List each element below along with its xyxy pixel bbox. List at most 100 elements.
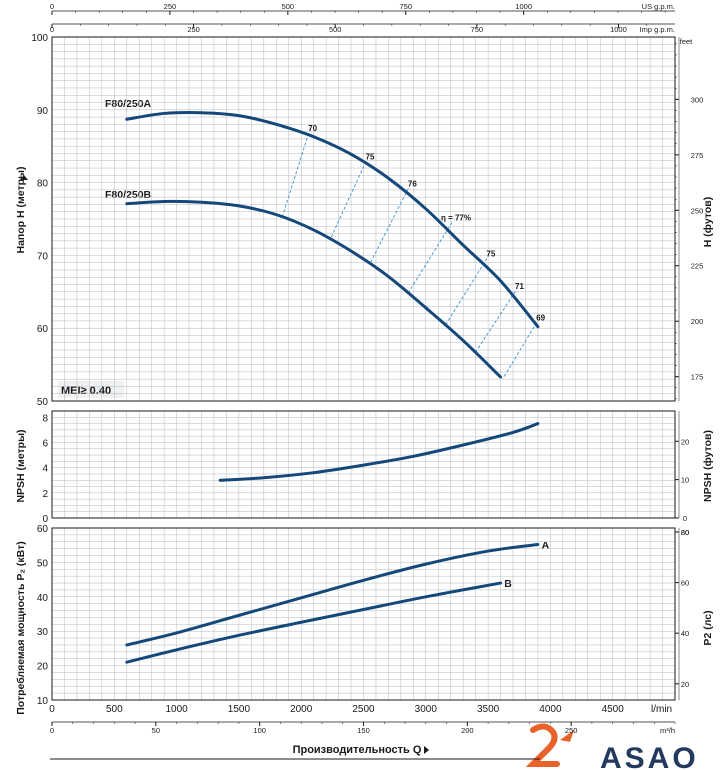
power-curve-a — [125, 543, 540, 647]
lmin-tick-label: 0 — [49, 704, 55, 715]
head-axis-arrow-icon — [20, 175, 28, 180]
npsh-y-tick-label: 4 — [42, 464, 48, 475]
efficiency-label: η = 77% — [441, 214, 471, 223]
m3h-tick-label: 50 — [152, 726, 160, 735]
lmin-tick-label: 3000 — [415, 704, 438, 715]
m3h-tick-label: 150 — [357, 726, 370, 735]
us-gpm-tick-label: 1000 — [515, 2, 532, 11]
curve-label-a: F80/250A — [105, 98, 152, 110]
logo-text: ASAO — [600, 742, 699, 770]
imp-gpm-tick-label: 750 — [471, 25, 484, 34]
logo-arrow-icon — [560, 730, 574, 742]
power-left-axis-title: Потребляемая мощность P₂ (кВт) — [15, 541, 27, 715]
lmin-tick-label: 500 — [106, 704, 123, 715]
power-y-tick-label: 40 — [37, 593, 49, 604]
head-right-axis-title: H (футов) — [702, 197, 714, 247]
head-curve-b — [125, 199, 503, 379]
npsh-curve — [218, 422, 540, 482]
power-right-axis-title: P2 (лс) — [702, 610, 714, 645]
efficiency-line — [444, 258, 488, 327]
power-frame — [51, 527, 676, 701]
npsh-grid — [51, 410, 676, 519]
lmin-tick-label: 2500 — [352, 704, 375, 715]
power-y2-top-tick-label: 80 — [681, 528, 689, 537]
efficiency-label: 75 — [486, 249, 495, 258]
curve-label-b: F80/250B — [105, 189, 152, 201]
lmin-tick-label: 4000 — [539, 704, 562, 715]
imp-gpm-tick-label: 500 — [329, 25, 342, 34]
head-y2-tick-label: 300 — [691, 95, 704, 104]
imp-gpm-tick-label: 0 — [50, 25, 54, 34]
power-curve-b — [125, 581, 503, 664]
efficiency-line — [369, 188, 409, 265]
m3h-axis-label: m³/h — [660, 726, 675, 735]
feet-unit-label: feet — [680, 37, 693, 46]
npsh-y-tick-label: 6 — [42, 438, 48, 449]
efficiency-label: 70 — [308, 124, 317, 133]
us-gpm-axis-label: US g.p.m. — [642, 2, 675, 11]
npsh-y2-tick-label: 20 — [681, 437, 689, 446]
lmin-tick-label: 4500 — [602, 704, 625, 715]
npsh-y-tick-label: 8 — [42, 413, 48, 424]
efficiency-line — [282, 132, 310, 217]
head-y-tick-label: 60 — [37, 324, 49, 335]
x-axis-title-arrow-icon — [424, 746, 429, 754]
npsh-y2-tick-label: 10 — [681, 476, 689, 485]
us-gpm-tick-label: 250 — [164, 2, 177, 11]
x-axis-title: Производительность Q — [293, 744, 422, 756]
power-label-a: A — [542, 540, 550, 552]
imp-gpm-axis-label: Imp g.p.m. — [640, 25, 675, 34]
head-y2-tick-label: 175 — [691, 373, 704, 382]
us-gpm-tick-label: 500 — [282, 2, 295, 11]
npsh-y-tick-label: 0 — [42, 514, 48, 525]
head-y-tick-label: 70 — [37, 251, 49, 262]
efficiency-line — [329, 161, 367, 241]
efficiency-line — [475, 290, 516, 353]
efficiency-line — [502, 322, 538, 379]
power-label-b: B — [504, 578, 512, 590]
npsh-frame — [51, 410, 676, 519]
power-y2-tick-label: 20 — [681, 680, 689, 689]
efficiency-line — [406, 222, 453, 295]
logo-mark-icon — [525, 723, 560, 767]
head-y-tick-label: 50 — [37, 397, 49, 408]
us-gpm-tick-label: 0 — [50, 2, 54, 11]
m3h-tick-label: 200 — [461, 726, 474, 735]
npsh-right-axis-title: NPSH (футов) — [702, 430, 714, 502]
power-y2-tick-label: 80 — [681, 528, 689, 537]
head-y-tick-label: 80 — [37, 179, 49, 190]
m3h-tick-label: 100 — [253, 726, 266, 735]
efficiency-label: 69 — [536, 313, 545, 322]
head-y2-tick-label: 275 — [691, 151, 704, 160]
head-y2-tick-label: 250 — [691, 206, 704, 215]
power-y-tick-label: 10 — [37, 696, 49, 707]
head-curve-a — [125, 110, 540, 329]
imp-gpm-tick-label: 1000 — [610, 25, 627, 34]
power-y-tick-label: 30 — [37, 627, 49, 638]
power-y2-tick-label: 40 — [681, 629, 689, 638]
head-y2-tick-label: 225 — [691, 262, 704, 271]
efficiency-label: 75 — [366, 152, 375, 161]
head-y2-tick-label: 200 — [691, 317, 704, 326]
lmin-tick-label: 3500 — [477, 704, 500, 715]
head-y-tick-label: 100 — [31, 33, 48, 44]
m3h-tick-label: 250 — [565, 726, 578, 735]
mei-label: MEI≥ 0.40 — [61, 385, 111, 397]
power-y-tick-label: 50 — [37, 558, 49, 569]
efficiency-label: 76 — [408, 179, 417, 188]
m3h-tick-label: 0 — [50, 726, 54, 735]
npsh-y-tick-label: 2 — [42, 489, 48, 500]
lmin-tick-label: 1000 — [165, 704, 188, 715]
power-y-tick-label: 60 — [37, 524, 49, 535]
lmin-tick-label: 2000 — [290, 704, 313, 715]
lmin-tick-label: 1500 — [228, 704, 251, 715]
imp-gpm-tick-label: 250 — [187, 25, 200, 34]
power-y-tick-label: 20 — [37, 662, 49, 673]
head-frame — [51, 36, 676, 402]
us-gpm-tick-label: 750 — [399, 2, 412, 11]
lmin-axis-label: l/min — [651, 704, 672, 715]
npsh-left-axis-title: NPSH (метры) — [15, 429, 27, 502]
head-left-axis-title: Напор H (метры) — [15, 167, 27, 254]
head-y-tick-label: 90 — [37, 106, 49, 117]
